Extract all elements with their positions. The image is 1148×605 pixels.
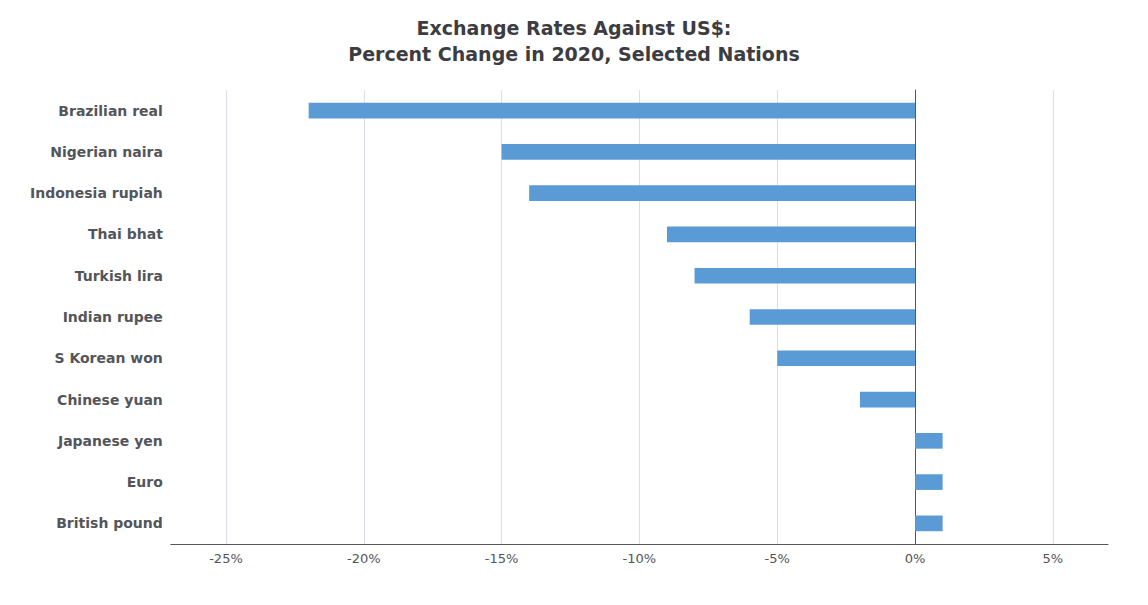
svg-text:5%: 5% [1043, 551, 1064, 566]
svg-text:Thai bhat: Thai bhat [88, 226, 163, 242]
svg-text:Brazilian real: Brazilian real [58, 103, 163, 119]
svg-text:0%: 0% [905, 551, 926, 566]
svg-text:Chinese yuan: Chinese yuan [57, 392, 163, 408]
svg-text:-10%: -10% [623, 551, 657, 566]
svg-text:S Korean won: S Korean won [54, 350, 162, 366]
svg-text:Indonesia rupiah: Indonesia rupiah [30, 185, 163, 201]
svg-text:Percent Change in 2020, Select: Percent Change in 2020, Selected Nations [348, 43, 799, 65]
svg-text:Nigerian naira: Nigerian naira [50, 144, 163, 160]
svg-text:-25%: -25% [209, 551, 243, 566]
svg-text:-5%: -5% [765, 551, 790, 566]
svg-text:Exchange Rates Against US$:: Exchange Rates Against US$: [417, 17, 732, 39]
svg-text:Turkish lira: Turkish lira [75, 268, 163, 284]
svg-text:Japanese yen: Japanese yen [57, 433, 163, 449]
svg-text:British pound: British pound [56, 515, 163, 531]
svg-text:Indian rupee: Indian rupee [63, 309, 163, 325]
svg-text:-15%: -15% [485, 551, 519, 566]
svg-text:Euro: Euro [127, 474, 163, 490]
svg-text:-20%: -20% [347, 551, 381, 566]
